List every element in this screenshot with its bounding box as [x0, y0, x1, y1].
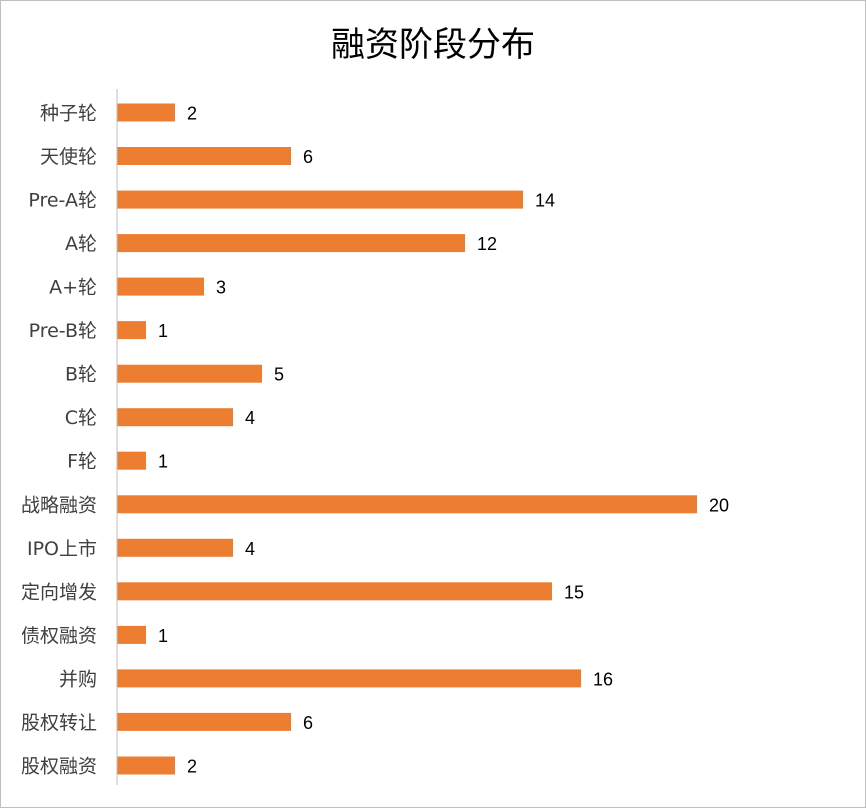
category-label-11: 定向增发 [21, 581, 97, 603]
value-label-14: 6 [303, 713, 313, 733]
value-label-0: 2 [187, 104, 197, 124]
bar-0 [117, 103, 175, 122]
bar-10 [117, 538, 233, 557]
bar-15 [117, 756, 175, 775]
category-label-15: 股权融资 [21, 756, 97, 778]
value-label-1: 6 [303, 147, 313, 167]
category-label-1: 天使轮 [40, 146, 97, 168]
category-label-3: A轮 [65, 233, 97, 255]
bar-6 [117, 364, 262, 383]
bar-1 [117, 147, 291, 165]
value-label-11: 15 [564, 582, 584, 602]
value-label-12: 1 [158, 626, 168, 646]
value-label-5: 1 [158, 321, 168, 341]
bar-13 [117, 669, 581, 688]
value-label-7: 4 [245, 408, 255, 428]
category-label-10: IPO上市 [27, 538, 97, 560]
bar-9 [117, 495, 697, 514]
category-label-6: B轮 [65, 364, 97, 386]
value-label-8: 1 [158, 452, 168, 472]
category-label-7: C轮 [65, 407, 97, 429]
category-label-5: Pre-B轮 [29, 320, 97, 342]
category-label-8: F轮 [67, 451, 97, 473]
bar-5 [117, 321, 146, 340]
category-label-2: Pre-A轮 [28, 190, 97, 212]
value-label-13: 16 [593, 669, 613, 689]
bar-2 [117, 190, 523, 209]
bar-12 [117, 625, 146, 644]
category-label-14: 股权转让 [21, 712, 97, 734]
category-label-0: 种子轮 [40, 103, 97, 125]
value-label-3: 12 [477, 234, 497, 254]
value-label-15: 2 [187, 757, 197, 777]
value-label-4: 3 [216, 278, 226, 298]
category-label-4: A+轮 [49, 277, 97, 299]
category-label-9: 战略融资 [21, 494, 97, 516]
bar-7 [117, 408, 233, 427]
bar-8 [117, 451, 146, 470]
value-label-2: 14 [535, 191, 555, 211]
value-label-9: 20 [709, 495, 729, 515]
bar-3 [117, 234, 465, 253]
bar-14 [117, 712, 291, 731]
category-label-13: 并购 [59, 668, 97, 690]
chart-title: 融资阶段分布 [331, 25, 535, 65]
value-label-6: 5 [274, 365, 284, 385]
bar-11 [117, 582, 552, 601]
value-label-10: 4 [245, 539, 255, 559]
bar-4 [117, 277, 204, 296]
bars-layer [117, 103, 697, 775]
category-label-12: 债权融资 [21, 625, 97, 647]
